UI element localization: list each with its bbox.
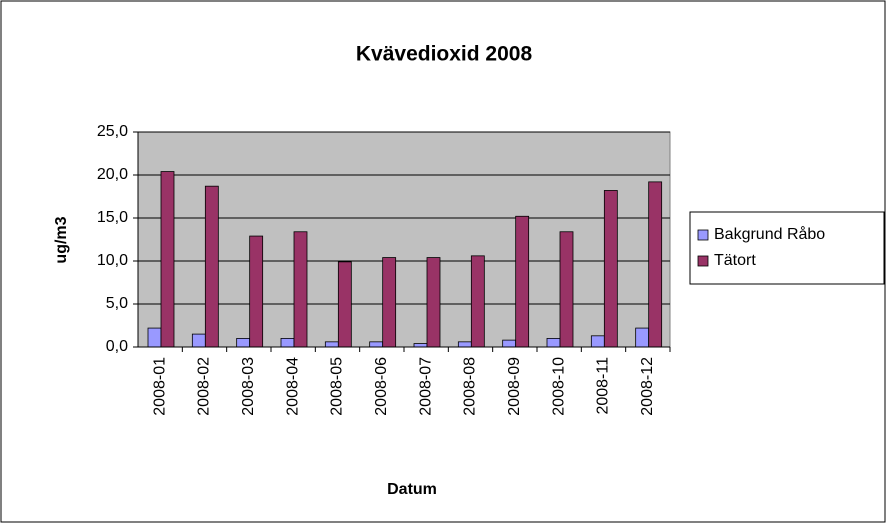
bar xyxy=(470,255,485,348)
bar xyxy=(382,257,397,348)
bar xyxy=(160,171,175,348)
bar xyxy=(457,341,472,348)
x-tick-label: 2008-04 xyxy=(284,357,301,416)
legend-swatch xyxy=(697,255,709,267)
bar xyxy=(546,337,561,348)
legend-swatch xyxy=(697,229,709,241)
bar xyxy=(280,337,295,348)
legend-label: Bakgrund Råbo xyxy=(714,225,825,243)
y-tick-label: 15,0 xyxy=(97,209,128,226)
bar xyxy=(603,190,618,348)
bar xyxy=(236,337,251,348)
bar xyxy=(590,335,605,348)
plot-area xyxy=(137,131,671,348)
bar xyxy=(293,231,308,348)
x-tick-label: 2008-12 xyxy=(639,357,656,416)
legend-label: Tätort xyxy=(714,252,756,269)
bar xyxy=(426,257,441,348)
bar xyxy=(369,341,384,348)
bar xyxy=(648,181,663,348)
y-tick-label: 20,0 xyxy=(97,166,128,183)
bar xyxy=(502,339,517,348)
y-tick-label: 10,0 xyxy=(97,252,128,269)
x-tick-label: 2008-07 xyxy=(417,357,434,416)
x-tick-label: 2008-02 xyxy=(196,357,213,416)
y-tick-label: 5,0 xyxy=(106,295,128,312)
y-tick-label: 25,0 xyxy=(97,123,128,140)
x-tick-label: 2008-06 xyxy=(373,357,390,416)
bar xyxy=(324,341,339,348)
x-tick-label: 2008-05 xyxy=(329,357,346,416)
bar xyxy=(204,185,219,348)
bar xyxy=(337,261,352,348)
bar xyxy=(147,327,162,348)
x-tick-label: 2008-08 xyxy=(462,357,479,416)
x-tick-label: 2008-09 xyxy=(506,357,523,416)
x-axis-label: Datum xyxy=(387,481,437,498)
bar xyxy=(635,327,650,348)
bar xyxy=(191,333,206,348)
chart-title: Kvävedioxid 2008 xyxy=(356,43,533,66)
x-tick-label: 2008-03 xyxy=(240,357,257,416)
y-axis-label: ug/m3 xyxy=(53,216,70,263)
bar xyxy=(515,215,530,348)
bar xyxy=(559,231,574,348)
x-tick-label: 2008-10 xyxy=(550,357,567,416)
y-tick-label: 0,0 xyxy=(106,338,128,355)
x-tick-label: 2008-11 xyxy=(595,357,612,415)
legend-box xyxy=(689,211,885,285)
bar xyxy=(413,343,428,348)
bar xyxy=(249,235,264,348)
x-tick-label: 2008-01 xyxy=(151,357,168,416)
